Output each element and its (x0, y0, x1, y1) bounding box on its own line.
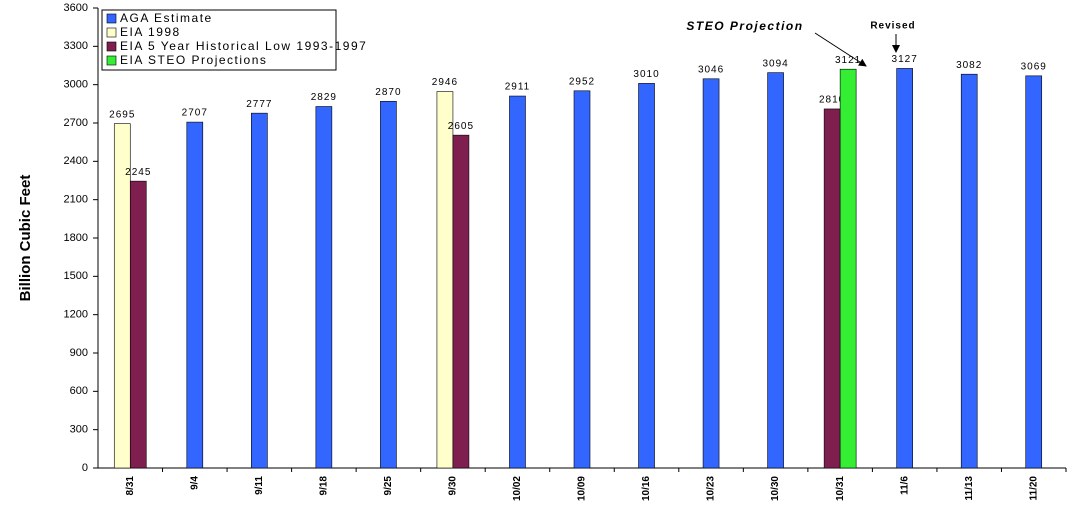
bar (1025, 75, 1043, 469)
y-tick-label: 3000 (64, 79, 88, 91)
bar (767, 72, 784, 469)
x-tick-label: 10/16 (641, 476, 652, 501)
x-tick-label: 8/31 (125, 476, 136, 496)
value-label: 2952 (569, 76, 595, 87)
x-tick-label: 9/30 (448, 476, 459, 496)
value-label: 2605 (448, 121, 474, 132)
annotation: Revised (870, 21, 915, 32)
x-tick-label: 10/02 (512, 476, 523, 501)
legend-label: AGA Estimate (120, 11, 213, 25)
bar (839, 68, 857, 469)
value-label: 3010 (633, 69, 659, 80)
value-label: 3121 (835, 55, 861, 66)
bar (823, 108, 841, 469)
x-tick-label: 9/11 (254, 476, 265, 495)
value-label: 3069 (1021, 61, 1047, 72)
value-label: 2870 (375, 87, 401, 98)
y-tick-label: 2700 (64, 117, 88, 129)
x-tick-label: 10/31 (835, 476, 846, 501)
legend-label: EIA 5 Year Historical Low 1993-1997 (120, 39, 367, 53)
legend-swatch (106, 13, 117, 24)
value-label: 2245 (125, 167, 151, 178)
value-label: 2707 (182, 108, 208, 119)
bar (129, 180, 147, 469)
legend-swatch (106, 55, 117, 66)
bar (186, 121, 204, 469)
value-label: 2911 (505, 82, 531, 93)
y-tick-label: 600 (70, 385, 88, 397)
value-label: 2695 (109, 109, 135, 120)
x-tick-label: 9/4 (189, 476, 200, 490)
legend-label: EIA 1998 (120, 25, 181, 39)
y-tick-label: 1500 (64, 270, 88, 282)
bar (452, 134, 470, 469)
value-label: 3127 (892, 54, 918, 65)
annotation-arrow (814, 32, 867, 67)
annotation: STEO Projection (686, 19, 803, 33)
legend-label: EIA STEO Projections (120, 53, 267, 67)
bar (436, 91, 454, 469)
y-tick-label: 3300 (64, 40, 88, 52)
value-label: 2777 (246, 99, 272, 110)
y-tick-label: 2100 (64, 194, 88, 206)
x-tick-label: 11/6 (899, 476, 910, 495)
bar (573, 90, 591, 469)
value-label: 2946 (432, 77, 458, 88)
bar (896, 68, 913, 469)
y-tick-label: 0 (82, 462, 88, 474)
legend-box (101, 9, 337, 71)
y-tick-label: 1800 (64, 232, 88, 244)
value-label: 3094 (762, 58, 788, 69)
legend-swatch (106, 41, 117, 52)
bar (702, 78, 720, 469)
bar (960, 73, 978, 469)
value-label: 2829 (311, 92, 337, 103)
x-tick-label: 11/13 (964, 476, 975, 501)
x-tick-label: 10/30 (770, 476, 781, 501)
bar (509, 95, 526, 469)
x-tick-label: 9/25 (383, 476, 394, 496)
x-tick-label: 11/20 (1028, 476, 1039, 501)
x-tick-label: 10/23 (706, 476, 717, 501)
value-label: 2810 (819, 95, 845, 106)
value-label: 3082 (956, 60, 982, 71)
x-tick-label: 9/18 (319, 476, 330, 496)
bar (638, 83, 655, 469)
x-tick-label: 10/09 (577, 476, 588, 501)
y-tick-label: 300 (70, 424, 88, 436)
bar (315, 106, 333, 469)
y-axis-label: Billion Cubic Feet (17, 175, 34, 302)
y-tick-label: 1200 (64, 309, 88, 321)
value-label: 3046 (698, 64, 724, 75)
y-tick-label: 3600 (64, 2, 88, 14)
y-tick-label: 900 (70, 347, 88, 359)
bar (251, 112, 268, 469)
legend-swatch (106, 27, 117, 38)
y-tick-label: 2400 (64, 155, 88, 167)
bar (380, 100, 397, 469)
